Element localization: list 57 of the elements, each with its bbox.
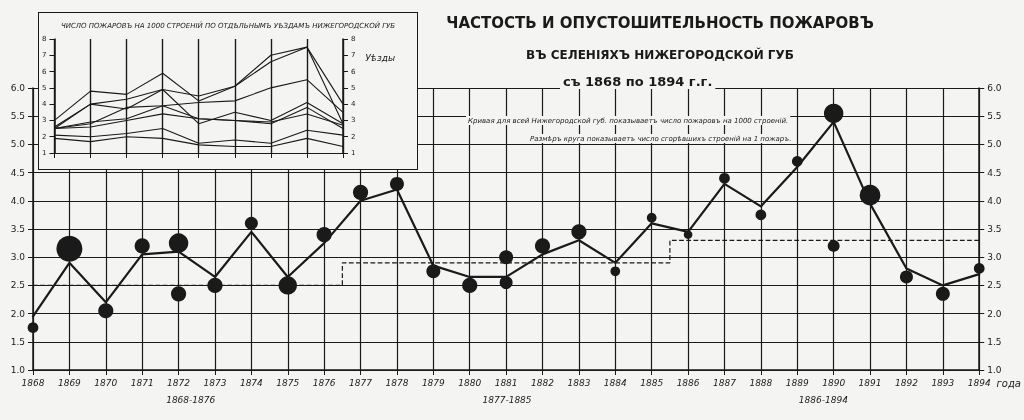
x-tick-label: 1884 [603, 377, 628, 388]
y2-tick-label: 3.5 [987, 224, 1002, 234]
legend-title: Уѣзды [365, 52, 396, 63]
chart-subtitle: ВЪ СЕЛЕНІЯХЪ НИЖЕГОРОДСКОЙ ГУБ [526, 47, 794, 62]
y2-tick-label: 2.5 [987, 280, 1002, 291]
y2-tick-label: 6.0 [987, 83, 1002, 93]
x-tick-label: 1880 [458, 377, 482, 388]
y-tick-label: 1.0 [10, 365, 26, 375]
x-tick-label: 1883 [567, 377, 591, 388]
x-tick-label: 1875 [276, 377, 300, 388]
x-tick-label: 1881 [494, 377, 518, 388]
x-tick-label: 1874 [239, 377, 264, 388]
y2-tick-label: 4.5 [987, 167, 1002, 178]
x-tick-label: 1868 [21, 377, 45, 388]
y2-tick-label: 5.0 [987, 139, 1002, 150]
y2-tick-label: 4.0 [987, 195, 1002, 206]
x-tick-label: 1892 [894, 377, 919, 388]
annotation: съ 1868 по 1894 г.г. [563, 74, 713, 89]
x-tick-label: 1871 [130, 377, 154, 388]
y-tick-label: 2.0 [10, 308, 26, 319]
x-tick-label: 1872 [167, 377, 191, 388]
y-tick-label: 6.0 [10, 83, 26, 93]
x-tick-label: 1887 [713, 377, 737, 388]
y-tick-label: 1.5 [10, 336, 25, 347]
text: 1877-1885 [482, 394, 532, 405]
x-tick-label: 1893 [931, 377, 955, 388]
y-tick-label: 2.5 [10, 280, 25, 291]
x-tick-label: 1888 [749, 377, 773, 388]
x-axis-title: года [996, 377, 1022, 389]
x-tick-label: 1882 [531, 377, 555, 388]
y-tick-label: 3.5 [10, 224, 25, 234]
y-tick-label: 4.0 [10, 195, 26, 206]
x-tick-label: 1869 [57, 377, 82, 388]
x-tick-label: 1873 [203, 377, 227, 388]
x-tick-label: 1878 [385, 377, 409, 388]
x-tick-label: 1876 [312, 377, 336, 388]
x-tick-label: 1894 [967, 377, 991, 388]
x-tick-label: 1890 [822, 377, 846, 388]
x-tick-label: 1885 [640, 377, 664, 388]
y2-tick-label: 3.0 [987, 252, 1002, 263]
y2-tick-label: 1.0 [987, 365, 1002, 375]
x-tick-label: 1877 [349, 377, 373, 388]
x-tick-label: 1879 [421, 377, 446, 388]
y-tick-label: 5.5 [10, 111, 25, 122]
y-tick-label: 3.0 [10, 252, 26, 263]
y2-tick-label: 5.5 [987, 111, 1002, 122]
x-tick-label: 1870 [94, 377, 118, 388]
chart-title: ЧАСТОСТЬ И ОПУСТОШИТЕЛЬНОСТЬ ПОЖАРОВЪ [446, 13, 874, 32]
x-tick-label: 1889 [785, 377, 809, 388]
text: 1868-1876 [166, 394, 216, 405]
text: 1886-1894 [798, 394, 849, 405]
x-tick-label: 1891 [858, 377, 882, 388]
x-tick-label: 1886 [676, 377, 700, 388]
y-tick-label: 4.5 [10, 167, 25, 178]
y2-tick-label: 1.5 [987, 336, 1002, 347]
y-tick-label: 5.0 [10, 139, 26, 150]
y2-tick-label: 2.0 [987, 308, 1002, 319]
